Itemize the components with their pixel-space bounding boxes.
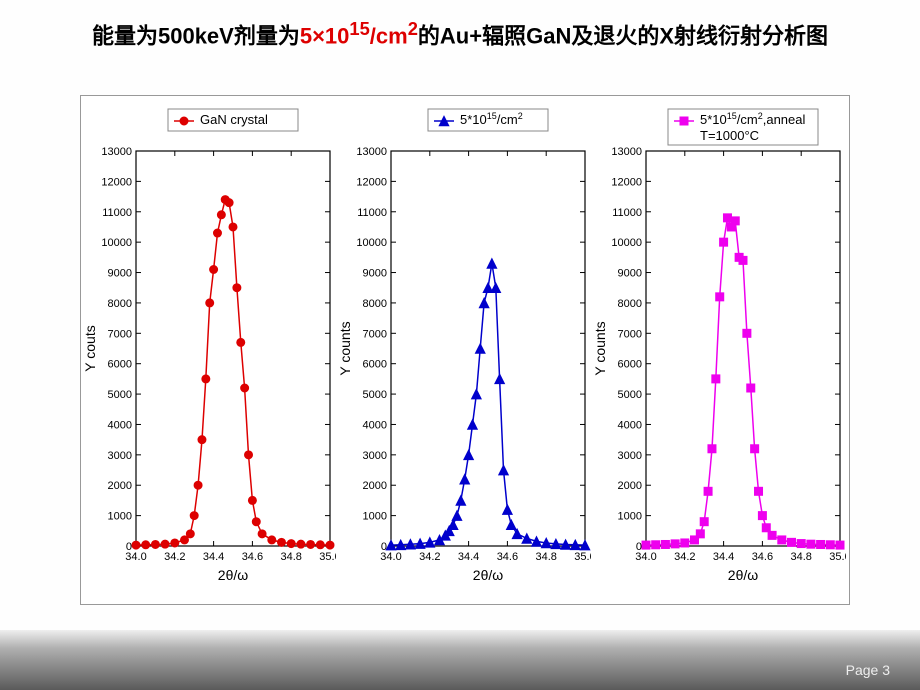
svg-text:Y counts: Y counts (337, 321, 353, 375)
svg-text:34.6: 34.6 (497, 551, 518, 563)
svg-text:4000: 4000 (618, 419, 642, 431)
panel-annealed: 0100020003000400050006000700080009000100… (591, 101, 846, 601)
svg-text:35.0: 35.0 (574, 551, 591, 563)
svg-text:6000: 6000 (363, 359, 387, 371)
svg-text:34.2: 34.2 (164, 551, 185, 563)
svg-text:2000: 2000 (108, 480, 132, 492)
svg-text:8000: 8000 (618, 298, 642, 310)
svg-text:2θ/ω: 2θ/ω (218, 567, 248, 583)
svg-text:8000: 8000 (363, 298, 387, 310)
svg-text:Y couts: Y couts (82, 325, 98, 371)
svg-text:3000: 3000 (618, 450, 642, 462)
svg-text:34.4: 34.4 (458, 551, 479, 563)
svg-text:9000: 9000 (108, 268, 132, 280)
svg-text:34.8: 34.8 (790, 551, 811, 563)
svg-text:10000: 10000 (356, 237, 387, 249)
svg-text:5000: 5000 (363, 389, 387, 401)
svg-text:12000: 12000 (101, 176, 132, 188)
slide-footer: Page 3 (0, 630, 920, 690)
panel-gan-crystal: 0100020003000400050006000700080009000100… (81, 101, 336, 601)
slide-title: 能量为500keV剂量为5×1015/cm2的Au+辐照GaN及退火的X射线衍射… (0, 18, 920, 50)
svg-text:7000: 7000 (618, 328, 642, 340)
svg-text:7000: 7000 (363, 328, 387, 340)
svg-text:11000: 11000 (102, 207, 132, 219)
svg-text:6000: 6000 (618, 359, 642, 371)
svg-text:10000: 10000 (611, 237, 642, 249)
svg-text:34.8: 34.8 (280, 551, 301, 563)
svg-text:34.2: 34.2 (674, 551, 695, 563)
page-number: Page 3 (846, 662, 890, 678)
svg-text:34.8: 34.8 (535, 551, 556, 563)
svg-text:35.0: 35.0 (319, 551, 336, 563)
svg-text:13000: 13000 (101, 146, 132, 158)
panel-irradiated: 0100020003000400050006000700080009000100… (336, 101, 591, 601)
svg-text:1000: 1000 (363, 511, 387, 523)
svg-text:6000: 6000 (108, 359, 132, 371)
svg-text:12000: 12000 (356, 176, 387, 188)
svg-text:34.6: 34.6 (752, 551, 773, 563)
svg-text:2θ/ω: 2θ/ω (728, 567, 758, 583)
svg-text:12000: 12000 (611, 176, 642, 188)
svg-text:10000: 10000 (101, 237, 132, 249)
svg-text:34.2: 34.2 (419, 551, 440, 563)
svg-text:1000: 1000 (108, 511, 132, 523)
svg-text:13000: 13000 (611, 146, 642, 158)
svg-text:3000: 3000 (108, 450, 132, 462)
svg-text:3000: 3000 (363, 450, 387, 462)
svg-text:7000: 7000 (108, 328, 132, 340)
svg-text:2000: 2000 (618, 480, 642, 492)
svg-text:5000: 5000 (108, 389, 132, 401)
svg-text:4000: 4000 (108, 419, 132, 431)
svg-text:4000: 4000 (363, 419, 387, 431)
svg-text:34.4: 34.4 (713, 551, 734, 563)
svg-text:34.0: 34.0 (635, 551, 656, 563)
svg-text:11000: 11000 (357, 207, 387, 219)
svg-text:Y counts: Y counts (592, 321, 608, 375)
xrd-chart: 0100020003000400050006000700080009000100… (80, 95, 850, 605)
svg-text:35.0: 35.0 (829, 551, 846, 563)
svg-text:34.6: 34.6 (242, 551, 263, 563)
svg-text:11000: 11000 (612, 207, 642, 219)
svg-text:9000: 9000 (618, 268, 642, 280)
svg-text:T=1000°C: T=1000°C (700, 128, 759, 143)
svg-text:34.0: 34.0 (380, 551, 401, 563)
svg-text:9000: 9000 (363, 268, 387, 280)
svg-text:2000: 2000 (363, 480, 387, 492)
svg-text:8000: 8000 (108, 298, 132, 310)
svg-text:2θ/ω: 2θ/ω (473, 567, 503, 583)
svg-text:34.4: 34.4 (203, 551, 224, 563)
svg-text:34.0: 34.0 (125, 551, 146, 563)
svg-text:GaN crystal: GaN crystal (200, 112, 268, 127)
svg-text:1000: 1000 (618, 511, 642, 523)
svg-text:13000: 13000 (356, 146, 387, 158)
svg-text:5000: 5000 (618, 389, 642, 401)
svg-text:5*1015/cm2,anneal: 5*1015/cm2,anneal (700, 111, 805, 127)
